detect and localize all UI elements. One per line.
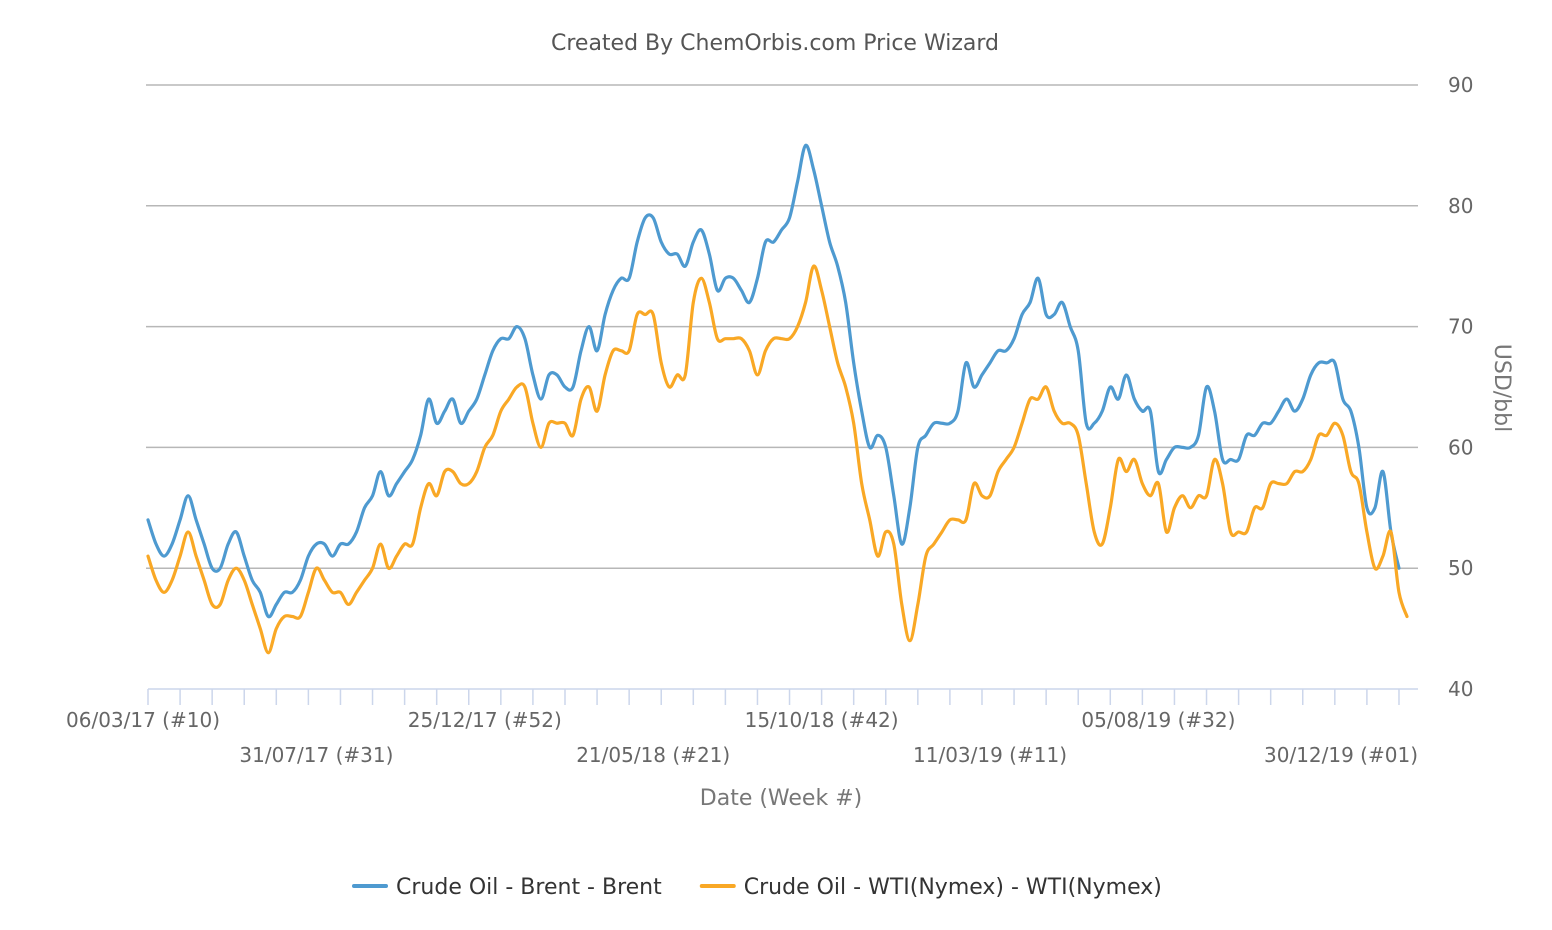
x-tick-label: 31/07/17 (#31) [239,743,393,767]
legend-label: Crude Oil - Brent - Brent [396,875,662,900]
legend-item-brent[interactable]: Crude Oil - Brent - Brent [352,875,662,900]
x-tick-label: 06/03/17 (#10) [66,708,220,732]
y-tick-label: 70 [1448,315,1473,339]
grid [146,84,1418,569]
series-line-wti [146,264,1409,655]
y-tick-label: 80 [1448,194,1473,218]
x-axis: 06/03/17 (#10) 31/07/17 (#31) 25/12/17 (#5… [66,688,1418,767]
x-tick-label: 05/08/19 (#32) [1081,708,1235,732]
y-tick-label: 40 [1448,677,1473,701]
legend: Crude Oil - Brent - Brent Crude Oil - WTI… [352,875,1162,900]
x-tick-label: 25/12/17 (#52) [408,708,562,732]
chart-title: Created By ChemOrbis.com Price Wizard [551,31,999,56]
x-tick-label: 21/05/18 (#21) [576,743,730,767]
legend-label: Crude Oil - WTI(Nymex) - WTI(Nymex) [744,875,1162,900]
x-tick-label: 15/10/18 (#42) [745,708,899,732]
y-tick-label: 50 [1448,556,1473,580]
y-axis: 40 50 60 70 80 90 [1448,73,1473,701]
y-axis-title: USD/bbl [1489,344,1514,432]
legend-item-wti[interactable]: Crude Oil - WTI(Nymex) - WTI(Nymex) [699,875,1162,900]
series-group [146,143,1409,655]
y-tick-label: 90 [1448,73,1473,97]
x-tick-label: 11/03/19 (#11) [913,743,1067,767]
series-line-brent [146,143,1401,619]
y-tick-label: 60 [1448,435,1473,459]
x-tick-label: 30/12/19 (#01) [1264,743,1418,767]
x-axis-title: Date (Week #) [700,786,862,811]
